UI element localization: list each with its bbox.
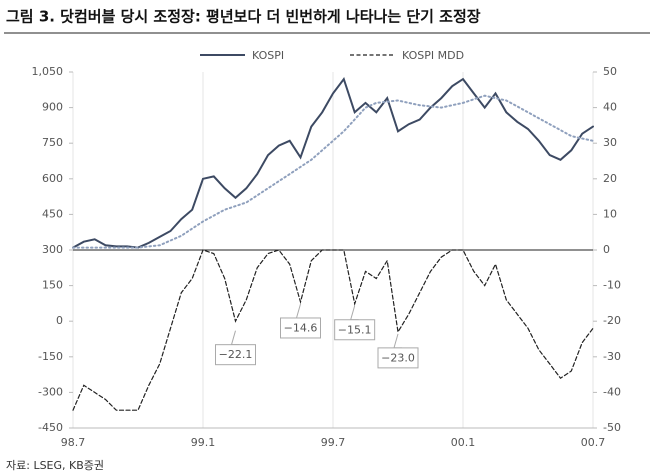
y2-tick-label: 20 [603,172,617,185]
x-tick-label: 00.1 [451,436,476,449]
legend-label: KOSPI MDD [402,49,464,62]
y-tick-label: -300 [38,385,63,398]
annotation-label: −22.1 [219,348,253,361]
series-line [72,76,594,249]
annotation-pointer [393,333,402,349]
x-tick-label: 00.7 [581,436,606,449]
annotation-label: −14.6 [284,321,318,334]
y2-tick-label: -50 [603,421,621,434]
y2-tick-label: 40 [603,101,617,114]
y2-tick-label: -40 [603,385,621,398]
y-tick-label: 150 [42,279,63,292]
annotation-label: −15.1 [338,323,372,336]
annotation-label: −23.0 [381,351,415,364]
series-line [72,94,594,249]
y-tick-label: 600 [42,172,63,185]
y-tick-label: 750 [42,136,63,149]
y2-tick-label: 10 [603,207,617,220]
annotation-pointer [350,305,359,321]
x-tick-label: 98.7 [61,436,86,449]
y2-tick-label: -20 [603,314,621,327]
legend-label: KOSPI [252,49,284,62]
annotation-pointer [230,330,240,346]
chart-title: 그림 3. 닷컴버블 당시 조정장: 평년보다 더 빈번하게 나타나는 단기 조… [6,8,481,26]
y-tick-label: 1,050 [32,65,64,78]
y-tick-label: -450 [38,421,63,434]
annotation-box [280,317,321,339]
annotation-box [334,319,376,341]
x-tick-label: 99.1 [191,436,216,449]
y2-tick-label: 0 [603,243,610,256]
annotation-box [377,347,419,369]
x-tick-label: 99.7 [321,436,346,449]
annotation-box [215,344,256,366]
y2-tick-label: -30 [603,350,621,363]
y2-tick-label: 50 [603,65,617,78]
y2-tick-label: 30 [603,136,617,149]
y-tick-label: -150 [38,350,63,363]
source: 자료: LSEG, KB증권 [6,459,104,472]
y-tick-label: 300 [42,243,63,256]
y-tick-label: 900 [42,101,63,114]
y2-tick-label: -10 [603,279,621,292]
annotation-pointer [295,303,305,319]
y-tick-label: 450 [42,207,63,220]
y-tick-label: 0 [56,314,63,327]
series-line [72,249,594,411]
